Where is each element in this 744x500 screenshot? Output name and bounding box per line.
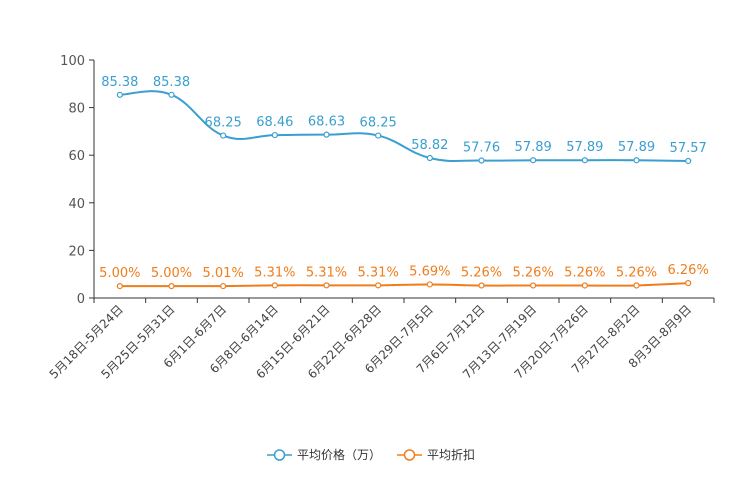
data-point[interactable] (426, 154, 433, 162)
data-point[interactable] (116, 283, 123, 290)
y-tick-label: 0 (77, 292, 85, 307)
data-point[interactable] (530, 157, 537, 164)
data-point[interactable] (633, 157, 640, 164)
legend-label: 平均折扣 (427, 447, 475, 462)
data-point[interactable] (478, 282, 485, 289)
y-tick-label: 40 (68, 197, 85, 212)
data-point[interactable] (271, 131, 278, 139)
data-label: 68.25 (205, 116, 242, 131)
axes: 0204060801005月18日-5月24日5月25日-5月31日6月1日-6… (47, 54, 715, 382)
data-label: 5.26% (513, 265, 554, 280)
data-label: 5.01% (203, 266, 244, 281)
data-label: 68.25 (360, 116, 397, 131)
legend[interactable]: 平均价格（万） 平均折扣 (267, 447, 475, 462)
data-point[interactable] (168, 283, 175, 290)
data-label: 57.89 (618, 140, 655, 155)
data-point[interactable] (116, 91, 123, 98)
data-label: 5.69% (409, 264, 450, 279)
data-label: 57.76 (463, 141, 500, 156)
legend-label: 平均价格（万） (297, 447, 381, 462)
data-point[interactable] (375, 132, 382, 139)
data-point[interactable] (168, 91, 175, 98)
series-line (119, 90, 689, 162)
data-label: 5.31% (358, 265, 399, 280)
series-1: 5.00% 5.00% 5.01% 5.31% 5.31% 5.31% 5.69% 5.26%… (99, 263, 709, 290)
data-label: 68.46 (256, 115, 293, 130)
data-label: 5.00% (151, 266, 192, 281)
data-point[interactable] (323, 282, 330, 289)
data-label: 5.31% (306, 265, 347, 280)
data-label: 5.00% (99, 266, 140, 281)
data-label: 57.57 (670, 141, 707, 156)
legend-item-0[interactable]: 平均价格（万） (267, 447, 381, 462)
data-label: 6.26% (668, 263, 709, 278)
data-label: 57.89 (566, 140, 603, 155)
data-label: 5.26% (616, 265, 657, 280)
y-tick-label: 100 (60, 54, 85, 69)
legend-marker-icon (273, 449, 286, 461)
y-tick-label: 80 (68, 102, 85, 117)
data-label: 68.63 (308, 115, 345, 130)
series-0: 85.38 85.38 68.25 68.46 68.63 68.25 58.82 57.76… (101, 75, 707, 165)
legend-marker-icon (403, 449, 416, 461)
data-point[interactable] (323, 131, 330, 138)
data-point[interactable] (530, 282, 537, 289)
series-layer: 85.38 85.38 68.25 68.46 68.63 68.25 58.82 57.76… (99, 75, 709, 290)
data-point[interactable] (220, 132, 227, 139)
data-point[interactable] (426, 281, 433, 288)
data-label: 58.82 (411, 138, 448, 153)
data-label: 57.89 (515, 140, 552, 155)
y-tick-label: 20 (68, 244, 85, 259)
data-label: 85.38 (101, 75, 138, 90)
data-point[interactable] (581, 157, 588, 164)
data-label: 5.26% (564, 265, 605, 280)
data-point[interactable] (478, 157, 485, 164)
data-point[interactable] (271, 282, 278, 289)
data-label: 85.38 (153, 75, 190, 90)
data-label: 5.26% (461, 265, 502, 280)
data-point[interactable] (685, 280, 692, 287)
data-point[interactable] (220, 282, 227, 290)
data-point[interactable] (685, 157, 692, 165)
data-point[interactable] (633, 282, 640, 289)
data-label: 5.31% (254, 265, 295, 280)
y-tick-label: 60 (68, 149, 85, 164)
legend-item-1[interactable]: 平均折扣 (397, 447, 475, 462)
data-point[interactable] (581, 282, 588, 289)
series-line (119, 282, 689, 288)
data-point[interactable] (375, 282, 382, 289)
